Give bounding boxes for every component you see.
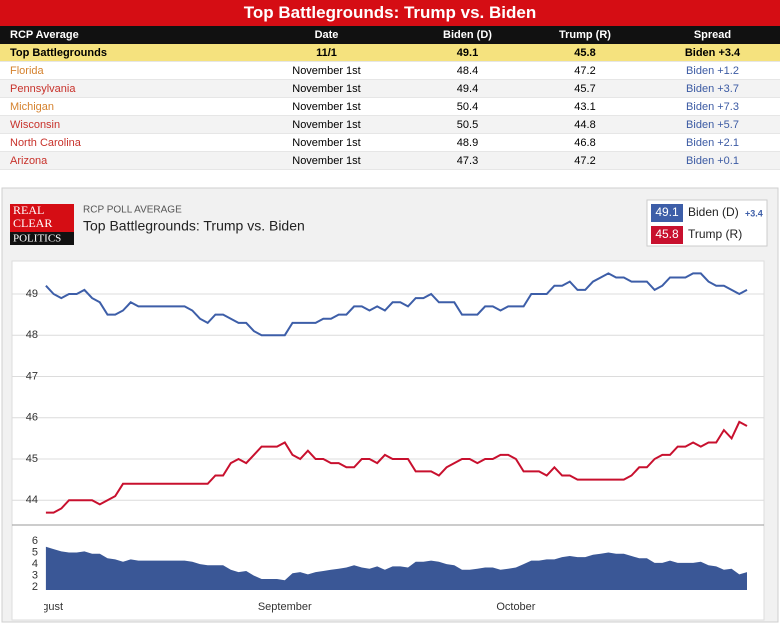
table-cell: North Carolina [10, 137, 81, 149]
table-row: Michigan November 1st 50.4 43.1 Biden +7.3 [0, 98, 780, 116]
chart-title: Top Battlegrounds: Trump vs. Biden [83, 218, 305, 234]
table-cell: Michigan [10, 101, 55, 113]
y-tick-label: 48 [26, 329, 38, 341]
column-header: Spread [693, 29, 732, 41]
spread-tick-label: 2 [32, 581, 38, 593]
spread-tick-label: 5 [32, 546, 38, 558]
kicker: RCP POLL AVERAGE [83, 205, 182, 216]
table-cell: November 1st [292, 119, 361, 131]
table-cell: November 1st [292, 155, 361, 167]
table-row: Top Battlegrounds 11/1 49.1 45.8 Biden +3.4 [0, 44, 780, 62]
table-row: Wisconsin November 1st 50.5 44.8 Biden +5.7 [0, 116, 780, 134]
table: Top Battlegrounds: Trump vs. Biden RCP A… [0, 0, 780, 170]
table-cell: 47.2 [574, 155, 596, 167]
table-cell: Biden +0.1 [686, 155, 739, 167]
table-cell: Wisconsin [10, 119, 61, 131]
legend-label: Biden (D) [688, 205, 739, 219]
table-cell: 46.8 [574, 137, 596, 149]
legend-value: 45.8 [655, 227, 679, 241]
table-cell: Florida [10, 65, 44, 77]
x-axis: August September October [29, 601, 536, 613]
table-cell: 50.5 [456, 119, 479, 131]
table-cell: Biden +5.7 [686, 119, 739, 131]
table-header: RCP Average Date Biden (D) Trump (R) Spread [0, 26, 780, 44]
spread-tick-label: 3 [32, 569, 38, 581]
logo-text: POLITICS [13, 233, 61, 245]
table-row: Florida November 1st 48.4 47.2 Biden +1.2 [0, 62, 780, 80]
table-cell: 50.4 [456, 101, 479, 113]
table-row: North Carolina November 1st 48.9 46.8 Biden … [0, 134, 780, 152]
table-row: Arizona November 1st 47.3 47.2 Biden +0.1 [0, 152, 780, 170]
y-tick-label: 46 [26, 412, 38, 424]
legend-swatch [651, 204, 683, 222]
y-tick-label: 49 [26, 288, 38, 300]
x-tick-label: October [496, 601, 535, 613]
y-tick-label: 47 [26, 370, 38, 382]
y-tick-label: 45 [26, 453, 38, 465]
table-cell: November 1st [292, 83, 361, 95]
column-header: Biden (D) [443, 29, 492, 41]
table-cell: 45.8 [574, 47, 596, 59]
table-cell: 11/1 [316, 47, 337, 59]
table-title: Top Battlegrounds: Trump vs. Biden [0, 0, 780, 26]
logo-black [10, 232, 74, 245]
table-cell: November 1st [292, 137, 361, 149]
spread-tick-label: 4 [32, 558, 38, 570]
table-cell: 48.9 [456, 137, 479, 149]
table-cell: Biden +3.4 [684, 47, 741, 59]
legend-label: Trump (R) [688, 227, 742, 241]
y-tick-label: 44 [26, 494, 38, 506]
column-header: RCP Average [10, 29, 79, 41]
table-cell: Top Battlegrounds [10, 47, 107, 59]
table-cell: 47.2 [574, 65, 596, 77]
series-line [45, 420, 748, 514]
spread-area [45, 546, 747, 590]
table-cell: 47.3 [456, 155, 479, 167]
table-cell: 49.1 [456, 47, 479, 59]
logo-red [10, 204, 74, 232]
series-line [45, 272, 748, 337]
column-header: Date [314, 29, 339, 41]
table-cell: 43.1 [574, 101, 596, 113]
column-header: Trump (R) [559, 29, 611, 41]
table-row: Pennsylvania November 1st 49.4 45.7 Biden +3… [0, 80, 780, 98]
x-tick-label: September [258, 601, 312, 613]
legend-value: 49.1 [655, 205, 679, 219]
logo-text: CLEAR [13, 216, 52, 230]
x-tick-label: August [29, 601, 63, 613]
table-cell: 49.4 [456, 83, 479, 95]
table-cell: Biden +1.2 [686, 65, 739, 77]
table-cell: Biden +2.1 [686, 137, 739, 149]
table-cell: Pennsylvania [10, 83, 76, 95]
table-cell: Biden +7.3 [686, 101, 739, 113]
table-cell: 45.7 [574, 83, 596, 95]
table-cell: November 1st [292, 65, 361, 77]
legend-swatch [651, 226, 683, 244]
table-cell: 44.8 [574, 119, 596, 131]
table-cell: November 1st [292, 101, 361, 113]
table-cell: 48.4 [456, 65, 479, 77]
spread-tick-label: 6 [32, 535, 38, 547]
table-cell: Arizona [10, 155, 48, 167]
logo-text: REAL [13, 203, 44, 217]
table-cell: Biden +3.7 [686, 83, 739, 95]
legend-spread: +3.4 [745, 208, 763, 218]
